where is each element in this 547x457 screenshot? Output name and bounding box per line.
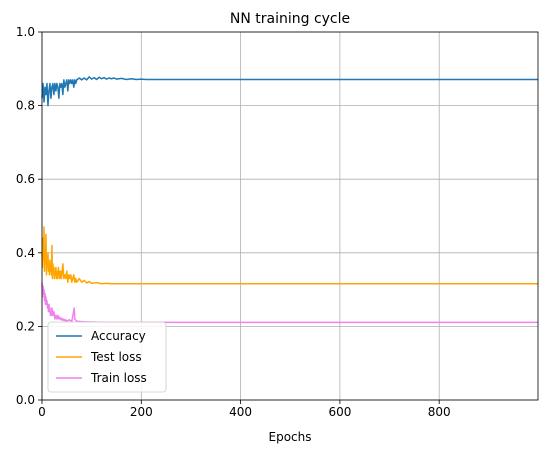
legend-box [47,321,167,393]
series-line-train-loss [41,282,538,324]
x-tick-label: 600 [328,405,351,419]
legend-label-test-loss: Test loss [90,350,142,364]
x-tick-label: 0 [38,405,46,419]
chart-title: NN training cycle [230,11,350,27]
axes-frame [41,31,539,401]
x-tick-label: 200 [130,405,153,419]
y-axis-ticks: 0.0 0.2 0.4 0.6 0.8 1.0 [16,25,42,407]
y-tick-label: 0.0 [16,393,35,407]
x-axis-ticks: 0 200 400 600 800 [38,400,451,419]
series-lines [41,76,538,324]
y-tick-label: 0.6 [16,172,35,186]
y-tick-label: 0.4 [16,246,35,260]
x-axis-label: Epochs [269,430,312,444]
y-tick-label: 0.8 [16,99,35,113]
y-tick-label: 1.0 [16,25,35,39]
legend-label-train-loss: Train loss [90,371,147,385]
legend-label-accuracy: Accuracy [91,329,146,343]
x-tick-label: 400 [229,405,252,419]
legend: Accuracy Test loss Train loss [47,321,167,393]
series-line-accuracy [41,76,538,107]
series-line-test-loss [41,226,538,285]
y-tick-label: 0.2 [16,319,35,333]
x-tick-label: 800 [428,405,451,419]
